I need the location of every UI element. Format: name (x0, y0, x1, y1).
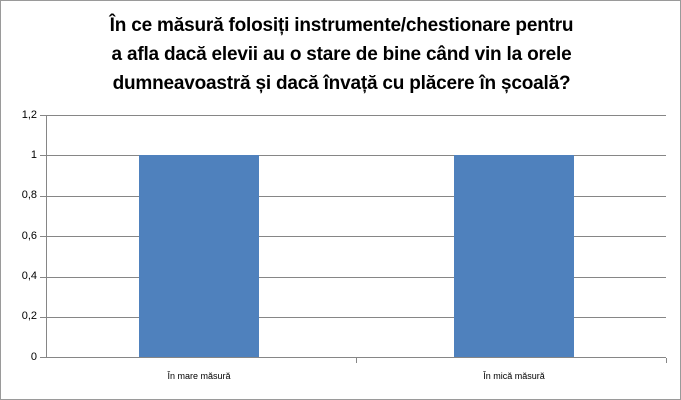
y-tick-mark-0-4 (40, 277, 46, 278)
gridline-0-6 (46, 236, 666, 237)
y-tick-label-1-2: 1,2 (21, 109, 37, 121)
gridline-1-2 (46, 115, 666, 116)
y-tick-mark-0 (40, 357, 46, 358)
gridline-0-2 (46, 317, 666, 318)
chart-title-line-2: a afla dacă elevii au o stare de bine câ… (111, 44, 572, 65)
y-tick-label-0-2: 0,2 (21, 310, 37, 322)
y-tick-label-0-8: 0,8 (21, 189, 37, 201)
bar-in-mare-masura[interactable] (139, 155, 259, 357)
bar-in-mica-masura[interactable] (454, 155, 574, 357)
plot-area (46, 115, 666, 358)
y-tick-mark-1 (40, 155, 46, 156)
chart-title: În ce măsură folosiți instrumente/chesti… (1, 11, 680, 98)
gridline-0-8 (46, 196, 666, 197)
y-tick-mark-0-2 (40, 317, 46, 318)
y-tick-label-1: 1 (30, 149, 37, 161)
x-axis-label-1: În mică măsură (483, 371, 545, 381)
x-axis-label-0: În mare măsură (167, 371, 231, 381)
gridline-0-4 (46, 277, 666, 278)
x-tick-mark-end (666, 358, 667, 363)
y-tick-mark-1-2 (40, 115, 46, 116)
y-tick-label-0: 0 (30, 351, 37, 363)
chart-title-line-3: dumneavoastră și dacă învață cu plăcere … (112, 73, 571, 94)
x-tick-mark-mid (356, 358, 357, 363)
y-tick-label-0-4: 0,4 (21, 270, 37, 282)
axis-line-x (46, 357, 666, 358)
chart-title-line-1: În ce măsură folosiți instrumente/chesti… (109, 15, 574, 36)
y-axis-tick-labels: 1,2 1 0,8 0,6 0,4 0,2 0 (1, 1, 37, 399)
y-tick-mark-0-8 (40, 196, 46, 197)
gridline-1 (46, 155, 666, 156)
y-tick-label-0-6: 0,6 (21, 230, 37, 242)
y-tick-mark-0-6 (40, 236, 46, 237)
